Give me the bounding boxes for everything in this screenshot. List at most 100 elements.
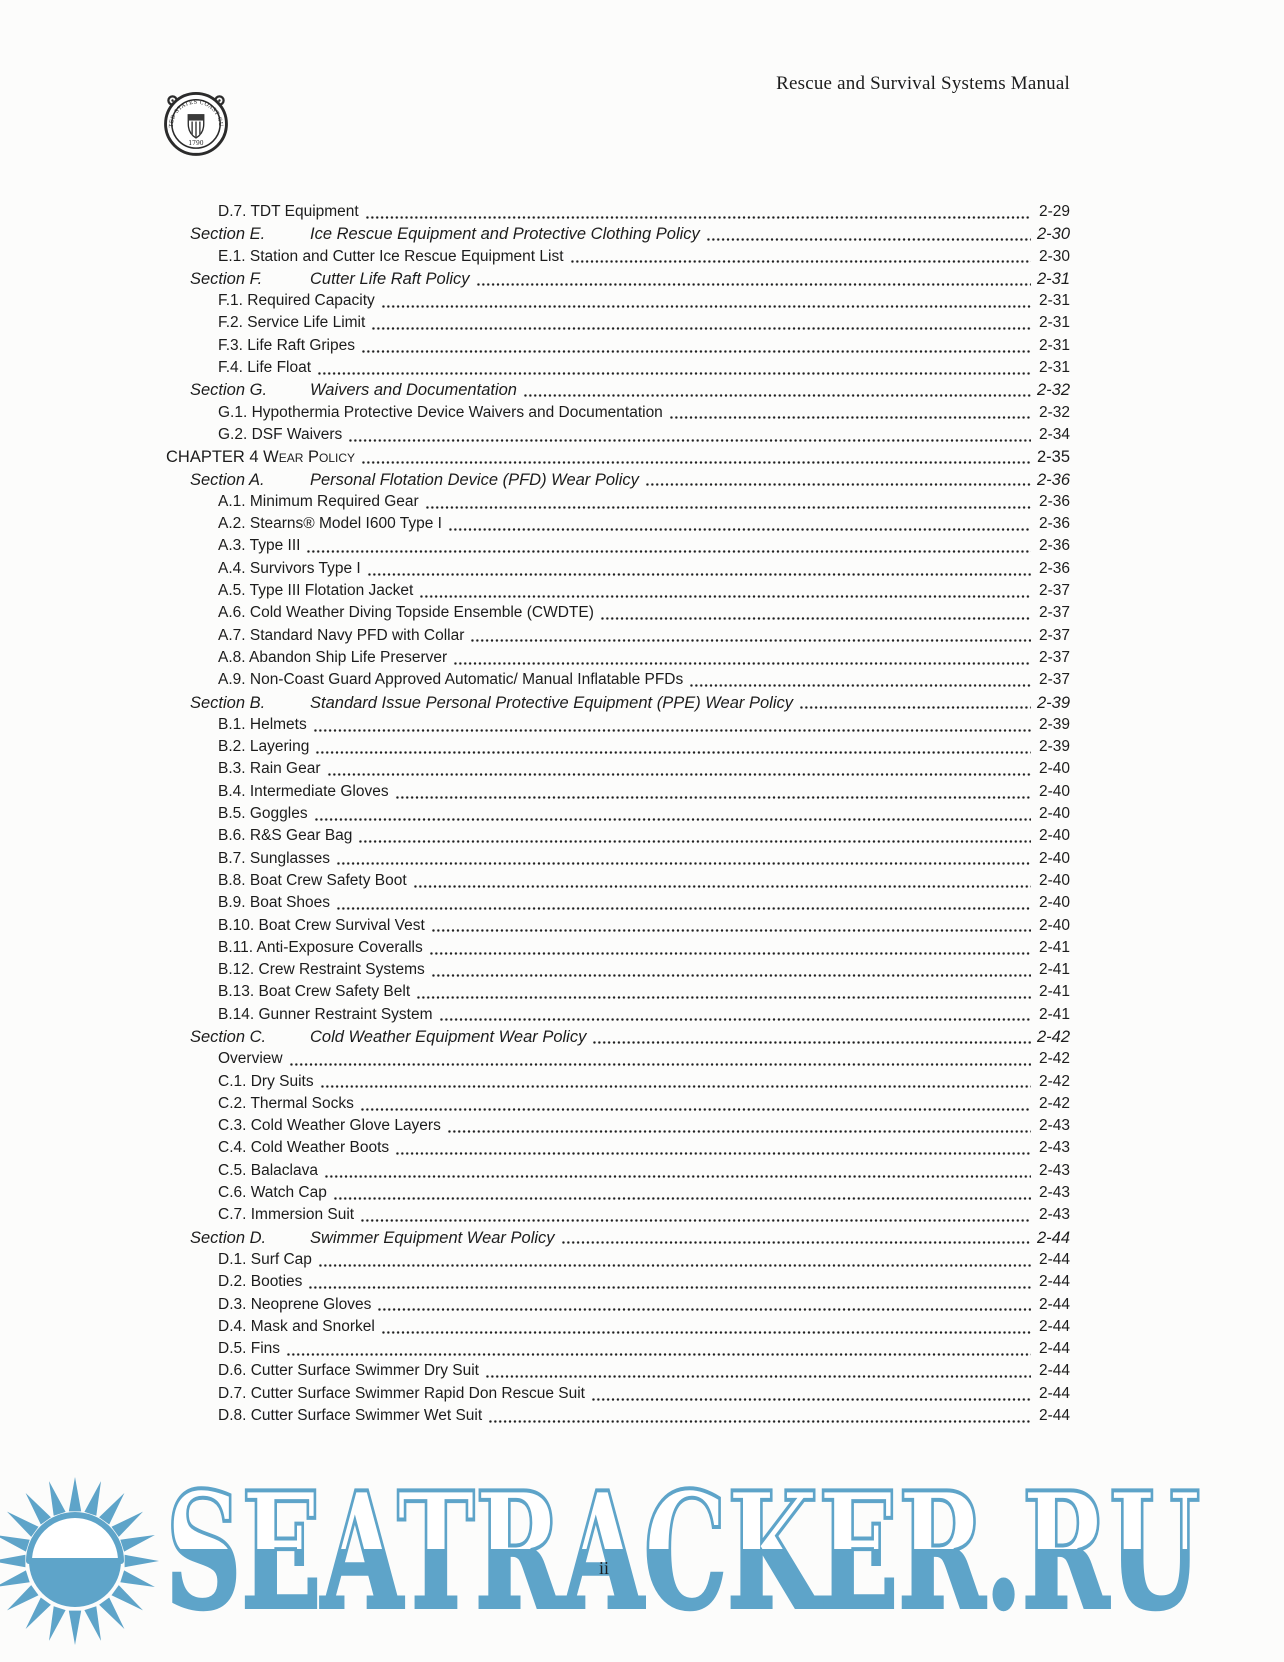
toc-entry-row: A.5. Type III Flotation Jacket 2-37	[166, 580, 1070, 603]
toc-entry-row: B.14. Gunner Restraint System 2-41	[166, 1003, 1070, 1026]
toc-entry-title: B.8. Boat Crew Safety Boot	[218, 871, 407, 889]
toc-dot-leader	[416, 981, 1031, 1004]
toc-page-number: 2-32	[1038, 403, 1070, 421]
toc-dot-leader	[447, 513, 1031, 536]
toc-entry-title: A.5. Type III Flotation Jacket	[218, 582, 414, 600]
toc-entry-row: Overview 2-42	[166, 1048, 1070, 1071]
toc-dot-leader	[430, 914, 1031, 937]
toc-dot-leader	[286, 1338, 1031, 1361]
toc-dot-leader	[438, 1003, 1031, 1026]
toc-page-number: 2-30	[1038, 247, 1070, 265]
toc-dot-leader	[488, 1405, 1031, 1428]
toc-page-number: 2-43	[1038, 1139, 1070, 1157]
toc-entry-row: B.7. Sunglasses 2-40	[166, 847, 1070, 870]
coast-guard-emblem-icon: UNITED STATES COAST GUARD 1790	[138, 64, 228, 156]
toc-section-label: Section G.	[190, 381, 268, 400]
toc-page-number: 2-32	[1036, 381, 1070, 400]
toc-entry-title: A.9. Non-Coast Guard Approved Automatic/…	[218, 671, 684, 689]
toc-entry-title: F.2. Service Life Limit	[218, 314, 366, 332]
toc-dot-leader	[395, 1137, 1031, 1160]
toc-entry-title: D.5. Fins	[218, 1340, 281, 1358]
toc-entry-row: A.2. Stearns® Model I600 Type I 2-36	[166, 513, 1070, 536]
toc-dot-leader	[360, 334, 1031, 358]
toc-entry-title: F.4. Life Float	[218, 359, 312, 377]
toc-page-number: 2-42	[1038, 1050, 1070, 1068]
toc-dot-leader	[380, 290, 1031, 313]
toc-entry-title: D.7. Cutter Surface Swimmer Rapid Don Re…	[218, 1384, 585, 1402]
toc-page-number: 2-37	[1038, 582, 1070, 600]
toc-entry-title: B.13. Boat Crew Safety Belt	[218, 983, 411, 1001]
toc-entry-row: D.3. Neoprene Gloves 2-44	[166, 1293, 1070, 1316]
toc-entry-row: C.7. Immersion Suit 2-43	[166, 1204, 1070, 1227]
toc-page-number: 2-40	[1038, 782, 1070, 800]
page-number-footer: ii	[598, 1558, 609, 1578]
toc-page-number: 2-40	[1038, 916, 1070, 934]
toc-entry-row: A.1. Minimum Required Gear 2-36	[166, 490, 1070, 514]
toc-page-number: 2-43	[1038, 1206, 1070, 1224]
toc-entry-title: G.1. Hypothermia Protective Device Waive…	[218, 403, 663, 421]
toc-dot-leader	[799, 691, 1031, 714]
toc-entry-title: A.7. Standard Navy PFD with Collar	[218, 626, 465, 644]
toc-entry-row: B.13. Boat Crew Safety Belt 2-41	[166, 981, 1070, 1004]
toc-dot-leader	[317, 357, 1031, 380]
manual-title: Rescue and Survival Systems Manual	[776, 73, 1070, 94]
toc-entry-row: A.9. Non-Coast Guard Approved Automatic/…	[166, 669, 1070, 692]
toc-dot-leader	[689, 669, 1031, 692]
toc-page-number: 2-37	[1038, 604, 1070, 622]
toc-dot-leader	[430, 959, 1031, 982]
toc-page-number: 2-40	[1038, 871, 1070, 889]
toc-entry-title: B.11. Anti-Exposure Coveralls	[218, 938, 423, 956]
toc-dot-leader	[361, 446, 1031, 469]
toc-dot-leader	[360, 1204, 1031, 1227]
toc-entry-row: B.10. Boat Crew Survival Vest 2-40	[166, 914, 1070, 937]
toc-dot-leader	[446, 1115, 1031, 1138]
toc-page-number: 2-36	[1038, 559, 1070, 577]
toc-entry-title: A.3. Type III	[218, 537, 301, 555]
toc-entry-row: B.12. Crew Restraint Systems 2-41	[166, 959, 1070, 982]
toc-entry-row: G.1. Hypothermia Protective Device Waive…	[166, 401, 1070, 424]
toc-entry-title: Ice Rescue Equipment and Protective Clot…	[310, 225, 700, 244]
toc-page-number: 2-36	[1038, 537, 1070, 555]
toc-page-number: 2-36	[1038, 492, 1070, 510]
toc-entry-row: B.2. Layering 2-39	[166, 736, 1070, 759]
toc-entry-title: C.1. Dry Suits	[218, 1072, 314, 1090]
toc-entry-row: D.4. Mask and Snorkel 2-44	[166, 1315, 1070, 1339]
toc-page-number: 2-37	[1038, 626, 1070, 644]
toc-section-label: Section A.	[190, 470, 265, 489]
toc-dot-leader	[359, 1092, 1031, 1116]
toc-dot-leader	[377, 1293, 1031, 1316]
toc-dot-leader	[453, 646, 1031, 670]
toc-dot-leader	[419, 580, 1031, 603]
toc-entry-row: B.9. Boat Shoes 2-40	[166, 892, 1070, 915]
toc-dot-leader	[470, 624, 1031, 647]
toc-section-label: Section F.	[190, 269, 263, 288]
toc-section-row: Section C. Cold Weather Equipment Wear Po…	[166, 1025, 1070, 1049]
toc-page-number: 2-37	[1038, 648, 1070, 666]
toc-entry-title: Cold Weather Equipment Wear Policy	[310, 1027, 587, 1046]
toc-entry-row: F.2. Service Life Limit 2-31	[166, 312, 1070, 335]
toc-entry-row: D.7. TDT Equipment 2-29	[166, 201, 1070, 224]
toc-entry-title: B.10. Boat Crew Survival Vest	[218, 916, 425, 934]
toc-entry-row: B.11. Anti-Exposure Coveralls 2-41	[166, 936, 1070, 960]
toc-entry-row: B.5. Goggles 2-40	[166, 803, 1070, 826]
toc-entry-title: A.2. Stearns® Model I600 Type I	[218, 515, 442, 533]
toc-entry-title: B.9. Boat Shoes	[218, 894, 331, 912]
toc-section-row: Section F. Cutter Life Raft Policy 2-31	[166, 267, 1070, 291]
toc-entry-title: Personal Flotation Device (PFD) Wear Pol…	[310, 470, 639, 489]
toc-section-label: Section E.	[190, 225, 266, 244]
toc-dot-leader	[412, 869, 1031, 893]
watermark-text-fill: SEATRACKER.RU	[166, 1457, 1201, 1642]
toc-section-row: Section E. Ice Rescue Equipment and Prote…	[166, 223, 1070, 246]
toc-entry-row: C.3. Cold Weather Glove Layers 2-43	[166, 1115, 1070, 1138]
toc-dot-leader	[315, 736, 1031, 759]
toc-page-number: 2-41	[1038, 961, 1070, 979]
toc-entry-title: Standard Issue Personal Protective Equip…	[310, 693, 794, 712]
toc-page-number: 2-31	[1038, 336, 1070, 354]
toc-entry-row: C.1. Dry Suits 2-42	[166, 1070, 1070, 1093]
toc-entry-row: C.5. Balaclava 2-43	[166, 1159, 1070, 1183]
toc-page-number: 2-37	[1038, 671, 1070, 689]
toc-page-number: 2-31	[1038, 292, 1070, 310]
toc-entry-row: B.8. Boat Crew Safety Boot 2-40	[166, 869, 1070, 893]
toc-dot-leader	[522, 379, 1031, 402]
toc-entry-title: A.4. Survivors Type I	[218, 559, 361, 577]
